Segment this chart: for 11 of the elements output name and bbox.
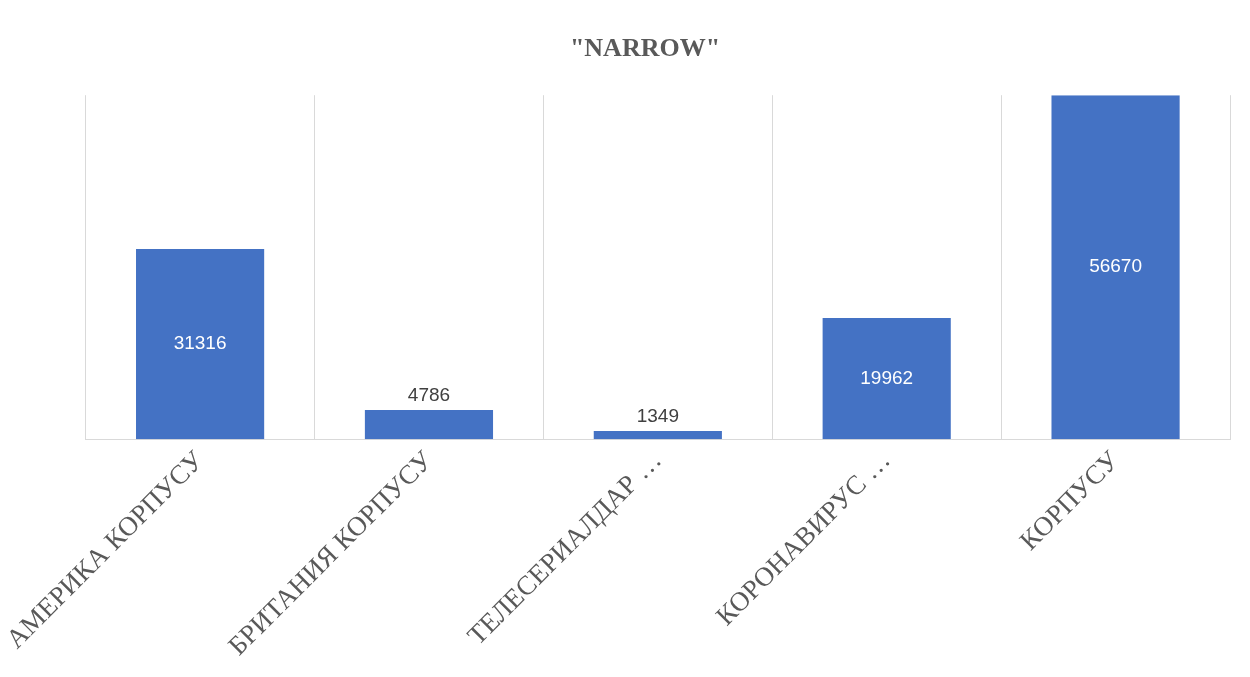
data-label: 56670	[1089, 255, 1142, 277]
bar	[1051, 95, 1180, 440]
bar	[136, 249, 265, 440]
data-label: 4786	[407, 384, 451, 406]
bar	[822, 318, 951, 440]
bar	[364, 410, 494, 440]
data-label: 1349	[636, 405, 679, 427]
bar	[593, 430, 722, 440]
data-label: 19962	[860, 366, 914, 388]
data-label: 31316	[173, 332, 227, 354]
chart-title: "NARROW"	[569, 33, 721, 63]
